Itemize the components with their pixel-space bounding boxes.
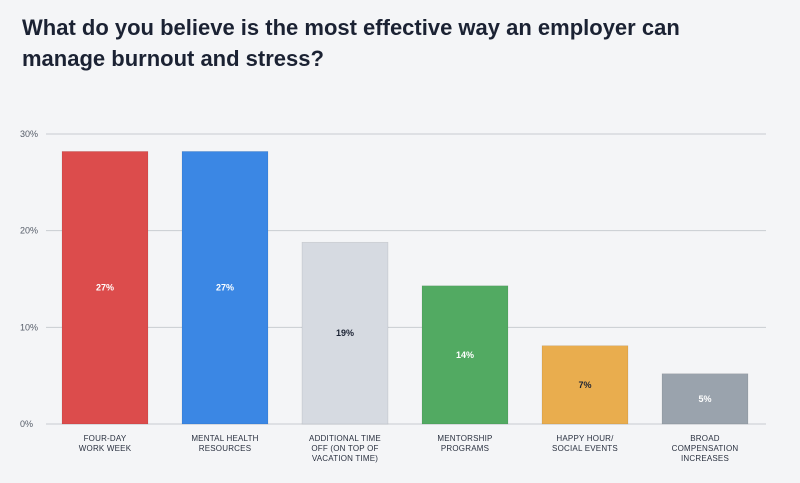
y-tick-label: 10% [20, 322, 38, 332]
data-label: 14% [456, 350, 474, 360]
x-category-label: OFF (ON TOP OF [311, 444, 378, 453]
x-category-label: INCREASES [681, 454, 729, 463]
x-category-label: HAPPY HOUR/ [556, 434, 614, 443]
data-label: 7% [578, 380, 591, 390]
x-category-label: MENTAL HEALTH [191, 434, 258, 443]
data-label: 19% [336, 328, 354, 338]
y-tick-label: 30% [20, 129, 38, 139]
x-category-label: PROGRAMS [441, 444, 489, 453]
bar [421, 285, 509, 425]
y-tick-label: 0% [20, 419, 33, 429]
bar [61, 151, 149, 425]
x-category-label: ADDITIONAL TIME [309, 434, 381, 443]
x-category-label: WORK WEEK [79, 444, 132, 453]
x-category-label: COMPENSATION [672, 444, 739, 453]
bar [661, 373, 749, 425]
bar [541, 345, 629, 425]
y-tick-label: 20% [20, 226, 38, 236]
data-label: 5% [698, 394, 711, 404]
gridlines [46, 133, 766, 425]
bar [301, 241, 389, 425]
bars [61, 151, 749, 425]
x-category-label: VACATION TIME) [312, 454, 378, 463]
x-category-label: BROAD [690, 434, 719, 443]
data-label: 27% [216, 283, 234, 293]
x-category-label: SOCIAL EVENTS [552, 444, 618, 453]
chart-title: What do you believe is the most effectiv… [22, 15, 680, 71]
data-label: 27% [96, 283, 114, 293]
bar [181, 151, 269, 425]
x-category-label: MENTORSHIP [437, 434, 492, 443]
x-category-label: RESOURCES [199, 444, 251, 453]
x-category-label: FOUR-DAY [84, 434, 127, 443]
